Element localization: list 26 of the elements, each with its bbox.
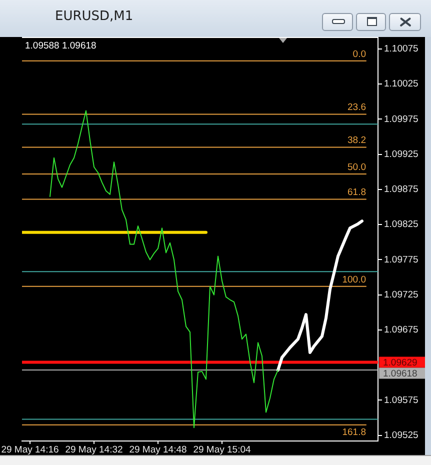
series-label: 0.0 [352,48,366,60]
x-tick-label: 29 May 14:32 [65,444,123,456]
series-label: 100.0 [342,274,366,286]
series-label: 161.8 [342,427,366,438]
x-tick-label: 29 May 14:48 [129,444,187,456]
series-label: 61.8 [348,187,366,198]
series-label: 50.0 [348,162,366,173]
y-tick-label: 1.09925 [384,148,418,160]
ref-line-label: 1.09629 [383,357,418,368]
y-tick-label: 1.09875 [384,184,418,196]
y-tick-label: 1.09775 [384,254,418,266]
y-tick-label: 1.10075 [384,44,418,55]
y-tick-label: 1.09725 [384,289,418,300]
y-tick-label: 1.09975 [384,114,418,125]
x-tick-label: 29 May 15:04 [193,444,251,456]
y-tick-label: 1.09675 [384,324,418,336]
y-tick-label: 1.09525 [384,430,418,442]
x-tick-label: 29 May 14:16 [1,444,59,456]
y-tick-label: 1.09825 [384,219,418,230]
annotation: 1.09588 1.09618 [25,40,96,52]
chart-title: EURUSD,M1 [55,9,134,24]
y-tick-label: 1.10025 [384,78,418,90]
ref-line-label: 1.09618 [383,368,418,380]
series-label: 23.6 [348,102,366,114]
series-label: 38.2 [348,135,366,146]
y-tick-label: 1.09575 [384,394,418,406]
